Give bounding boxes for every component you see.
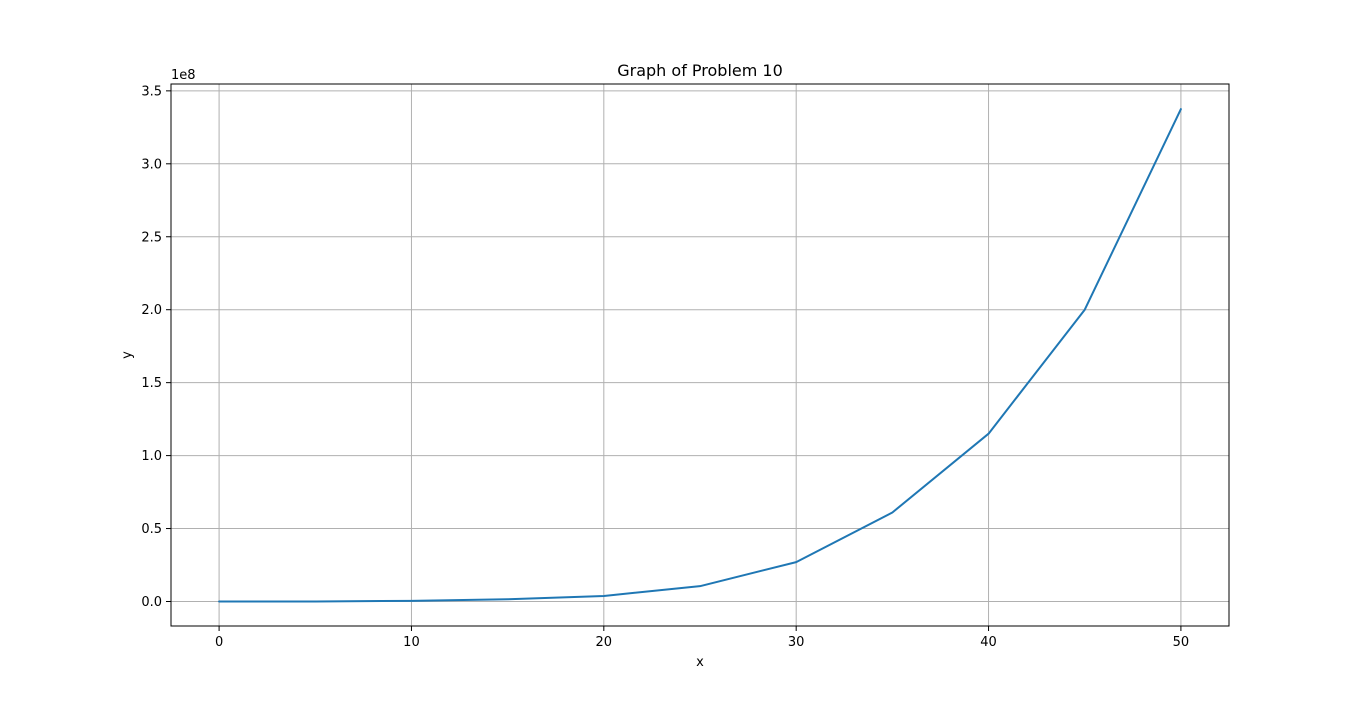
series-layer	[218, 108, 1182, 603]
grid-lines	[171, 84, 1229, 626]
y-axis-label: y	[120, 351, 135, 359]
x-tick-label: 50	[1173, 635, 1190, 650]
chart-title: Graph of Problem 10	[617, 61, 783, 80]
plot-frame	[170, 83, 1230, 627]
y-tick-label: 1.0	[141, 449, 162, 464]
x-tick-label: 30	[788, 635, 805, 650]
y-axis-offset-label: 1e8	[171, 68, 196, 83]
y-tick-label: 2.5	[141, 230, 162, 245]
y-tick-label: 1.5	[141, 376, 162, 391]
x-axis: 0 10 20 30 40 50	[215, 626, 1189, 650]
x-tick-label: 0	[215, 635, 223, 650]
y-tick-label: 2.0	[141, 303, 162, 318]
y-tick-label: 0.5	[141, 522, 162, 537]
y-tick-label: 0.0	[141, 595, 162, 610]
x-tick-label: 20	[596, 635, 613, 650]
y-axis: 0.0 0.5 1.0 1.5 2.0 2.5 3.0 3.5	[141, 84, 171, 610]
x-tick-label: 40	[980, 635, 997, 650]
x-tick-label: 10	[403, 635, 420, 650]
series-line	[218, 108, 1182, 603]
y-tick-label: 3.0	[141, 157, 162, 172]
x-axis-label: x	[696, 655, 704, 670]
y-tick-label: 3.5	[141, 84, 162, 99]
